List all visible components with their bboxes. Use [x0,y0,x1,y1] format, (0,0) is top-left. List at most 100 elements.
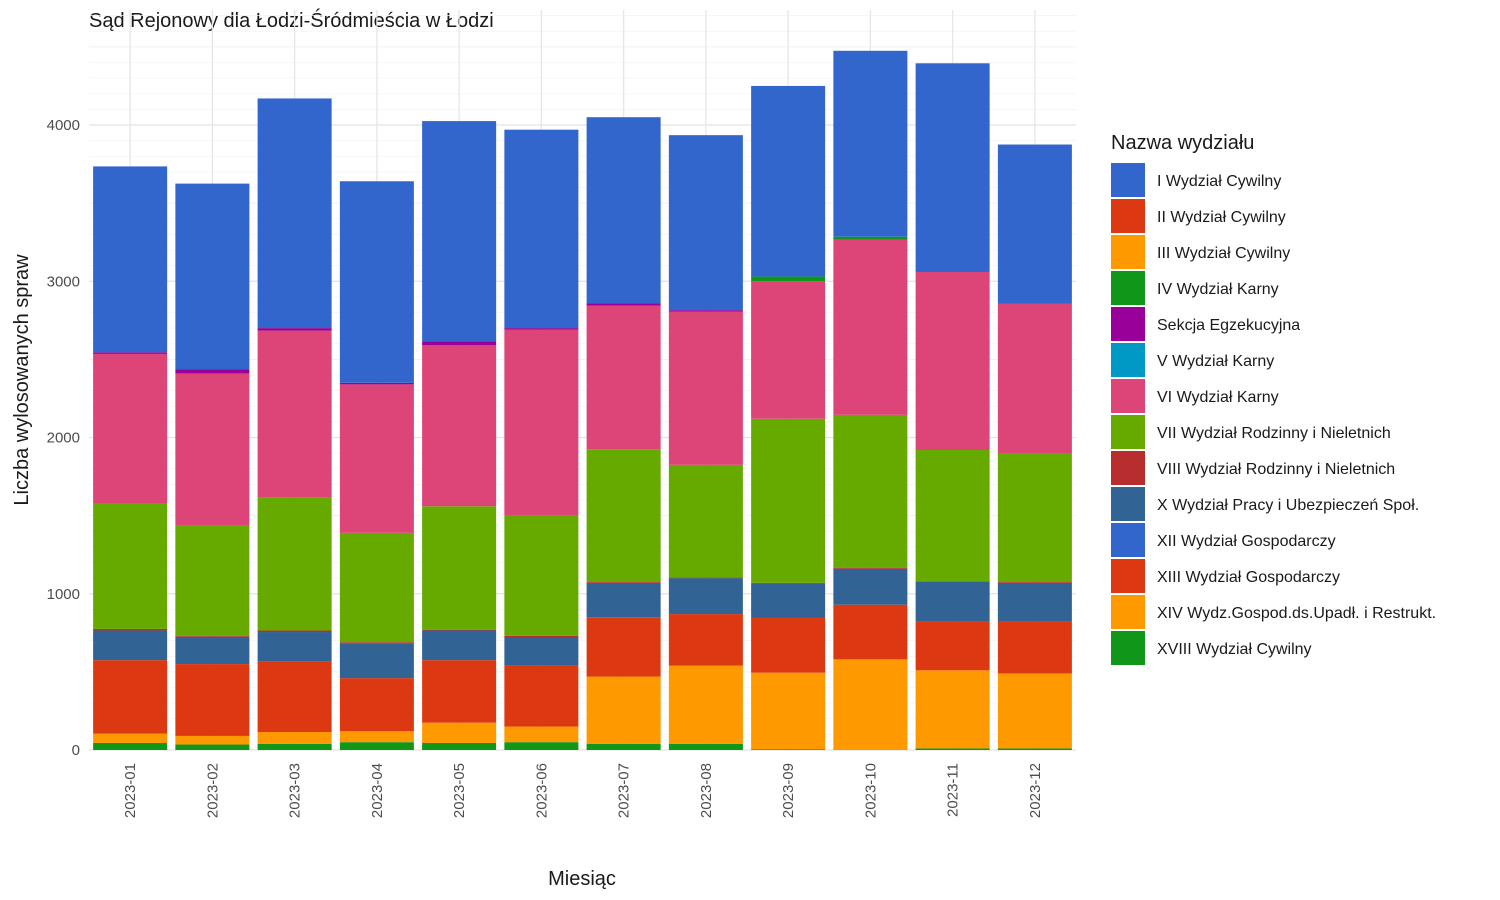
bar-segment [668,464,743,578]
bar-segment [586,582,661,618]
bar-segment [997,621,1072,674]
bar-segment [751,582,826,584]
bar-segment [997,673,1072,749]
bar-segment [833,414,908,568]
bar-segment [504,665,579,727]
bar-segment [833,604,908,660]
legend-swatch [1111,523,1145,557]
bar-segment [751,276,826,282]
legend-swatch [1111,415,1145,449]
bar-segment [833,568,908,605]
bar-segment [93,628,168,631]
bar-segment [257,661,332,733]
bar-segment [504,635,579,638]
bar-segment [93,503,168,629]
legend-swatch [1111,631,1145,665]
bar-segment [586,743,661,750]
bar-segment [175,735,250,745]
legend-label: VI Wydział Karny [1157,389,1279,406]
legend-label: IV Wydział Karny [1157,281,1279,298]
legend-swatch [1111,595,1145,629]
x-tick-label: 2023-09 [780,763,797,818]
bar-segment [175,635,250,637]
bar-segment [668,665,743,744]
bar-segment [93,630,168,661]
bar-segment [504,637,579,666]
bar-segment [93,353,168,504]
legend-label: VII Wydział Rodzinny i Nieletnich [1157,425,1391,442]
bar-segment [93,660,168,734]
bar-segment [915,271,990,450]
legend-label: XIII Wydział Gospodarczy [1157,569,1340,586]
bar-segment [751,672,826,750]
bar-segment [751,85,826,277]
legend-label: I Wydział Cywilny [1157,173,1281,190]
bar-segment [997,303,1072,454]
y-tick-label: 3000 [47,273,80,290]
bar-segment [257,98,332,329]
bar-segment [833,659,908,750]
x-tick-label: 2023-11 [945,763,962,817]
bar-segment [668,135,743,311]
bar-segment [668,578,743,615]
y-tick-label: 4000 [47,117,80,134]
x-tick-label: 2023-06 [533,763,550,818]
legend-label: II Wydział Cywilny [1157,209,1286,226]
bar-segment [915,63,990,272]
bar-segment [833,239,908,415]
bar-segment [997,582,1072,622]
bar-segment [93,166,168,353]
bar-segment [751,617,826,673]
legend-label: Sekcja Egzekucyjna [1157,317,1300,334]
bar-segment [668,614,743,666]
legend-swatch [1111,487,1145,521]
bar-segment [668,743,743,750]
x-axis-ticks: 2023-01 2023-02 2023-03 2023-04 2023-05 2023-… [122,763,1044,818]
bar-segment [751,281,826,419]
bar-segment [175,744,250,750]
x-tick-label: 2023-10 [862,763,879,818]
bar-segment [93,352,168,354]
bar-segment [586,617,661,677]
bar-segment [257,330,332,498]
y-axis-ticks: 0 1000 2000 3000 4000 [47,117,80,759]
bar-segment [339,742,414,750]
x-tick-label: 2023-02 [204,763,221,818]
y-tick-label: 1000 [47,586,80,603]
bar-segment [751,749,826,750]
bar-segment [833,50,908,237]
x-tick-label: 2023-07 [616,763,633,818]
bar-segment [504,515,579,636]
bar-segment [668,311,743,465]
bar-segment [586,582,661,583]
bar-segment [586,676,661,744]
bar-segment [339,532,414,643]
bar-segment [175,525,250,636]
bar-segment [257,497,332,631]
bar-segment [586,117,661,304]
legend-swatch [1111,163,1145,197]
bar-segment [422,341,497,346]
bar-segment [422,121,497,342]
bar-segment [257,328,332,331]
legend-label: XVIII Wydział Cywilny [1157,641,1312,658]
legend-swatch [1111,235,1145,269]
bar-segment [668,577,743,579]
bar-segment [257,732,332,744]
bar-segment [997,144,1072,304]
bar-segment [997,748,1072,750]
bar-segment [339,384,414,533]
bar-segment [339,731,414,743]
bar-segment [915,670,990,749]
bar-segment [504,129,579,329]
bar-segment [668,310,743,312]
bar-segment [915,450,990,582]
bar-segment [93,733,168,743]
legend-swatch [1111,451,1145,485]
y-axis-label: Liczba wylosowanych spraw [11,254,33,506]
bar-segment [504,329,579,516]
bar-segment [504,726,579,743]
bar-segment [504,742,579,750]
bar-segment [586,303,661,306]
x-tick-label: 2023-01 [122,763,139,818]
